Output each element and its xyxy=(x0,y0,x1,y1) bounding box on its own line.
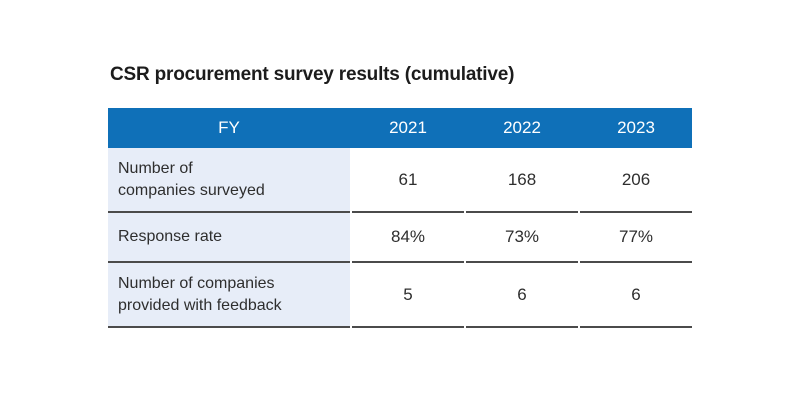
row-label-companies-surveyed: Number of companies surveyed xyxy=(108,148,350,213)
table-header-row: FY 2021 2022 2023 xyxy=(108,108,692,148)
table-row-response-rate: Response rate 84% 73% 77% xyxy=(108,213,692,263)
header-cell-2021: 2021 xyxy=(389,118,427,137)
row-label-line: companies surveyed xyxy=(118,181,265,199)
row-label-response-rate: Response rate xyxy=(108,213,350,263)
header-cell-fy: FY xyxy=(218,118,240,137)
value-companies-surveyed-2022: 168 xyxy=(466,148,578,213)
table-row-companies-surveyed: Number of companies surveyed 61 168 206 xyxy=(108,148,692,213)
row-label-feedback-companies: Number of companies provided with feedba… xyxy=(108,263,350,328)
value-feedback-2022: 6 xyxy=(466,263,578,328)
value-response-rate-2022: 73% xyxy=(466,213,578,263)
value-feedback-2023: 6 xyxy=(580,263,692,328)
header-cell-2023: 2023 xyxy=(617,118,655,137)
table-row-feedback-companies: Number of companies provided with feedba… xyxy=(108,263,692,328)
value-companies-surveyed-2023: 206 xyxy=(580,148,692,213)
page-title: CSR procurement survey results (cumulati… xyxy=(110,64,515,85)
row-label-line: provided with feedback xyxy=(118,296,282,314)
value-feedback-2021: 5 xyxy=(352,263,464,328)
row-label-line: Number of xyxy=(118,159,193,177)
row-label-line: Number of companies xyxy=(118,274,275,292)
value-companies-surveyed-2021: 61 xyxy=(352,148,464,213)
value-response-rate-2023: 77% xyxy=(580,213,692,263)
row-label-line: Response rate xyxy=(118,228,223,246)
header-cell-2022: 2022 xyxy=(503,118,541,137)
csr-survey-table: FY 2021 2022 2023 Number of companies su… xyxy=(108,108,692,328)
value-response-rate-2021: 84% xyxy=(352,213,464,263)
